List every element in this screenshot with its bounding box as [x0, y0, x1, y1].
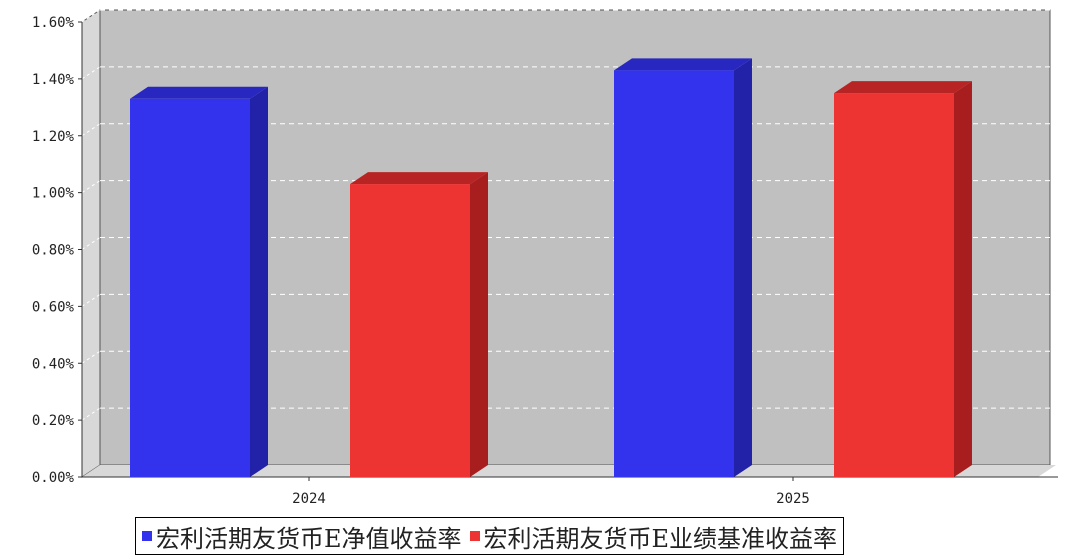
y-tick-label: 0.40%: [32, 356, 75, 372]
y-tick-label: 0.00%: [32, 470, 75, 486]
x-tick-label: 2025: [776, 491, 810, 507]
bar-top-1-2025: [834, 81, 972, 94]
legend-item-nav-yield: 宏利活期友货币E净值收益率: [142, 519, 462, 554]
plot-left-wall: [81, 9, 101, 478]
gridline-wall: [81, 293, 101, 307]
y-tick-label: 1.00%: [32, 186, 75, 202]
legend-label-benchmark-yield: 宏利活期友货币E业绩基准收益率: [483, 524, 838, 553]
bar-top-0-2025: [614, 58, 752, 71]
gridline-wall: [81, 180, 101, 194]
y-tick-label: 0.80%: [32, 243, 75, 259]
y-tick-label: 0.20%: [32, 413, 75, 429]
bar-top-0-2024: [130, 86, 268, 99]
bar-series1-2025: [834, 93, 954, 477]
gridline-wall: [81, 237, 101, 250]
legend-item-benchmark-yield: 宏利活期友货币E业绩基准收益率: [469, 519, 838, 554]
bar-side-1-2024: [470, 172, 488, 477]
legend-swatch-nav-yield: [142, 531, 152, 541]
gridline-wall: [81, 350, 101, 364]
bar-side-0-2025: [734, 58, 752, 477]
bar-series0-2024: [130, 98, 250, 477]
gridline-wall: [81, 123, 101, 137]
chart-area: 0.00% 0.20% 0.40% 0.60% 0.80% 1.00% 1.20% 1.40%…: [32, 9, 1058, 507]
gridline-wall: [81, 66, 101, 80]
y-tick-label: 1.60%: [32, 15, 75, 31]
legend: 宏利活期友货币E净值收益率 宏利活期友货币E业绩基准收益率: [135, 517, 845, 555]
gridline-wall: [81, 407, 101, 421]
legend-label-nav-yield: 宏利活期友货币E净值收益率: [156, 524, 462, 553]
plot-floor: [82, 465, 1056, 477]
bar-top-1-2024: [350, 172, 488, 185]
bar-series1-2024: [350, 184, 470, 477]
bar-side-1-2025: [954, 81, 972, 477]
y-tick-label: 0.60%: [32, 299, 75, 315]
legend-swatch-benchmark-yield: [469, 531, 480, 541]
x-tick-label: 2024: [292, 491, 326, 507]
gridline-wall: [81, 9, 101, 23]
bar-chart: 0.00% 0.20% 0.40% 0.60% 0.80% 1.00% 1.20% 1.40%…: [32, 9, 1058, 507]
y-tick-label: 1.40%: [32, 72, 75, 88]
bar-side-0-2024: [250, 86, 268, 477]
y-tick-label: 1.20%: [32, 129, 75, 145]
bar-series0-2025: [614, 70, 734, 477]
